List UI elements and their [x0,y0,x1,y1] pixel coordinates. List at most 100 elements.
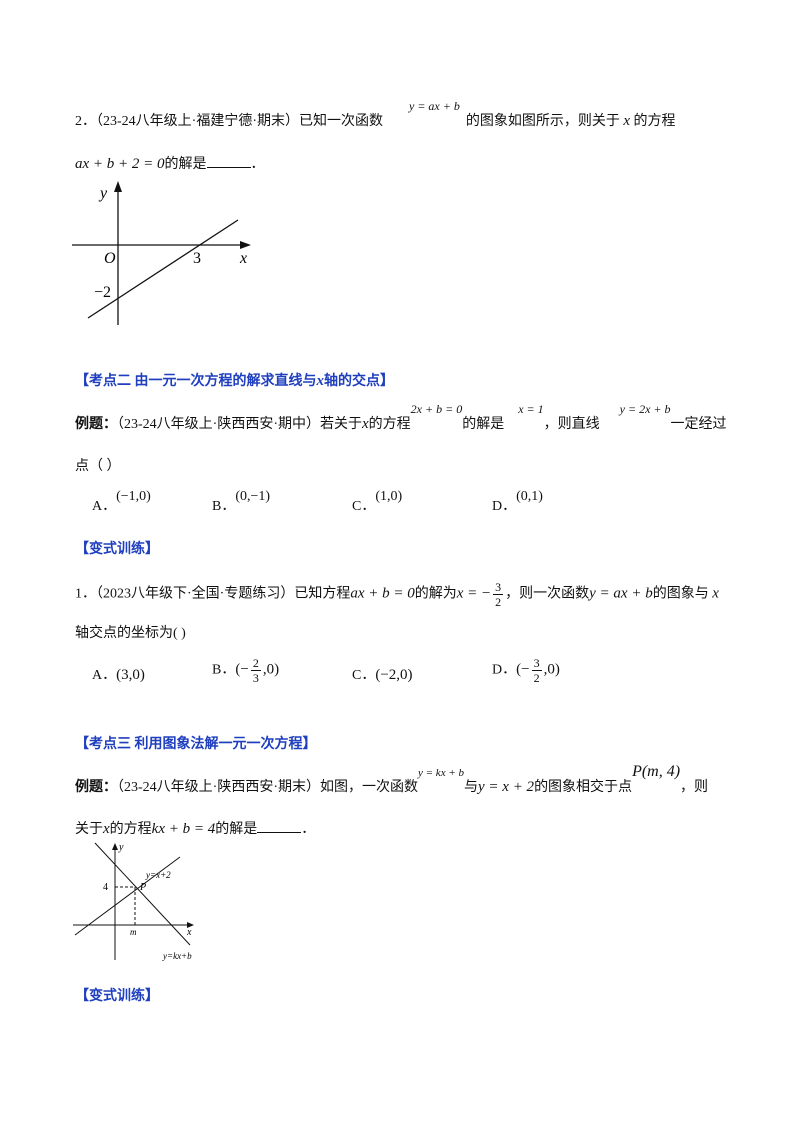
option: C．(−2,0) [352,664,413,684]
graph-line [87,219,239,319]
denominator: 3 [252,671,259,685]
denominator: 2 [533,671,540,685]
text: 的方程 [109,822,152,837]
text: 轴交点的坐标为( ) [75,626,186,641]
text: ． [301,822,316,837]
tick-label: 3 [193,250,201,267]
text: 的方程 [633,114,676,129]
text: 的解是 [462,417,505,432]
option-letter: B． [212,662,236,678]
formula: y = kx + b [418,767,464,779]
formula: x = 1 [518,402,544,416]
variable: x [623,113,631,129]
label: 例题： [75,417,117,432]
number: 1． [75,586,96,602]
heading-text: 轴的交点】 [324,374,394,389]
label: 例题： [75,780,117,795]
formula: y = x + 2 [478,779,535,795]
option-letter: C． [352,668,376,683]
graph-line [74,856,181,936]
formula: ax + b + 2 = 0 [75,156,165,172]
axis-label: x [186,927,192,938]
option: A．(3,0) [92,664,145,684]
option: C．(1,0) [352,489,402,515]
section-heading: 【考点三 利用图象法解一元一次方程】 [75,737,317,752]
practice-heading: 【变式训练】 [75,542,159,557]
figure: y O 3 x −2 [72,181,251,325]
option-letter: D． [492,499,517,514]
option: D．(− 3 2,0) [492,656,560,685]
text: 已知方程 [294,586,351,602]
problem-line: ax + b + 2 = 0的解是 ． [75,153,265,173]
text: 的解是 [215,822,258,837]
text: 的解是 [164,157,207,172]
option-letter: C． [352,499,376,514]
practice-line: 轴交点的坐标为( ) [75,622,186,642]
option-value: ,0) [262,661,280,678]
practice-heading: 【变式训练】 [75,989,159,1004]
text: 若关于 [320,417,362,432]
text: 的图象如图所示，则关于 [465,114,620,129]
arrow [187,922,194,928]
example-line: 关于x的方程kx + b = 4的解是 ． [75,818,315,838]
text: 已知一次函数 [299,114,383,129]
source: （23-24八年级上·陕西西安·期中） [117,417,320,432]
axis-label: x [239,250,247,267]
formula: y = ax + b [589,585,653,602]
text: 的解为 [414,586,457,602]
line-label: y=x+2 [145,870,171,880]
formula: 2x + b = 0 [410,402,463,416]
text: 与 [464,780,478,795]
formula: y = ax + b [409,99,460,113]
denominator: 2 [495,595,502,609]
text: 关于 [75,822,103,837]
option-letter: A． [92,499,117,514]
option-value: (0,−1) [235,489,271,504]
answer-blank [257,832,302,833]
option-value: (− [235,661,249,678]
formula: ax + b = 0 [350,585,415,602]
option-value: (0,1) [516,489,543,504]
option: A．(−1,0) [92,489,151,515]
practice-line: 1．（2023八年级下·全国·专题练习）已知方程ax + b = 0的解为x =… [75,580,719,609]
formula: y = 2x + b [619,402,671,416]
formula: x = − [456,585,492,602]
text: 如图，一次函数 [320,780,418,795]
numerator: 3 [531,656,542,671]
variable: x [316,373,325,389]
option-value: (1,0) [375,489,403,504]
tick-label: m [130,927,137,937]
option: B．(0,−1) [212,489,270,515]
option-value: (−1,0) [116,489,151,504]
tick-label: −2 [94,284,111,301]
text: ，则 [680,780,709,795]
option-value: ,0) [543,661,560,678]
problem-line: 2．（23-24八年级上·福建宁德·期末）已知一次函数 y = ax + b 的图象… [75,99,676,130]
origin-label: O [104,250,116,267]
text: ． [250,157,265,172]
option-letter: D． [492,662,517,678]
text: 的图象相交于点 [534,780,633,795]
arrow [114,181,122,192]
variable: x [712,585,719,602]
source: （23-24八年级上·陕西西安·期末） [117,780,320,795]
formula: kx + b = 4 [151,821,216,837]
example-line: 例题：（23-24八年级上·陕西西安·期中）若关于x的方程2x + b = 0的… [75,402,727,433]
text: 的方程 [368,417,411,432]
option-value: (−2,0) [375,667,413,683]
example-line: 点（ ） [75,455,121,475]
formula: P(m, 4) [632,763,681,780]
example-line: 例题：（23-24八年级上·陕西西安·期末）如图，一次函数y = kx + b与… [75,763,709,796]
text: 的图象与 [652,586,709,602]
variable: x [103,821,110,837]
numerator: 2 [250,656,261,671]
axis-label: y [118,842,124,853]
source: （2023八年级下·全国·专题练习） [96,586,295,602]
line-label: y=kx+b [162,951,192,961]
arrow [112,843,118,850]
heading-text: 【考点二 由一元一次方程的解求直线与 [75,374,317,389]
answer-blank [206,167,251,168]
